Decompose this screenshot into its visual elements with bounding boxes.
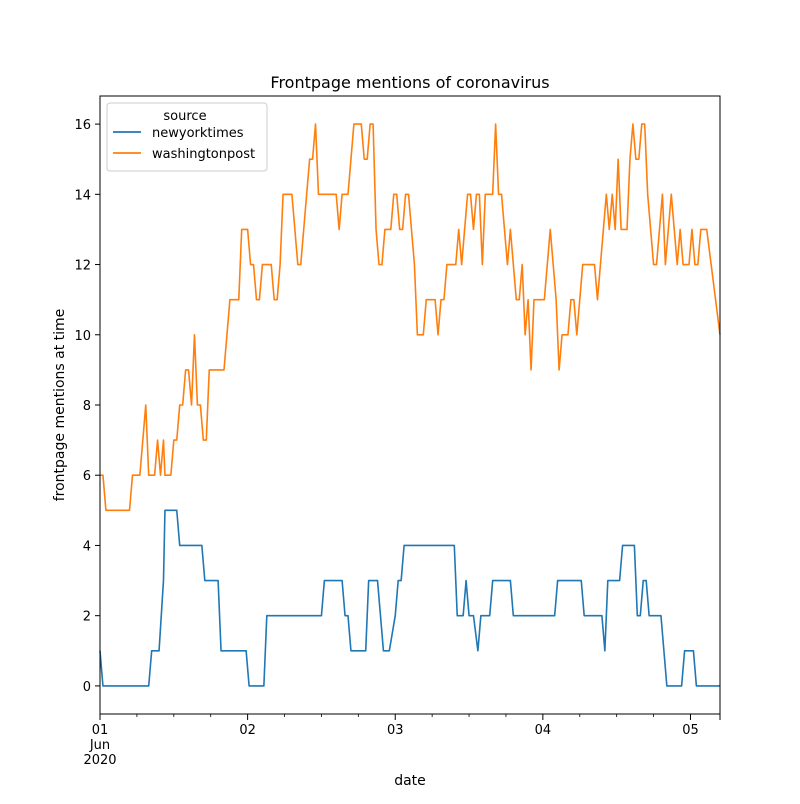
y-tick-label: 2 bbox=[83, 610, 91, 625]
y-tick-label: 6 bbox=[83, 469, 91, 484]
chart-title: Frontpage mentions of coronavirus bbox=[270, 73, 549, 92]
x-tick-label: 02 bbox=[239, 723, 256, 738]
legend-box bbox=[106, 102, 268, 172]
y-tick-label: 14 bbox=[74, 188, 91, 203]
x-tick-label: Jun bbox=[89, 738, 110, 753]
y-tick-label: 4 bbox=[83, 539, 91, 554]
legend: source newyorktimes washingtonpost bbox=[106, 102, 268, 172]
legend-label-washingtonpost: washingtonpost bbox=[152, 147, 255, 162]
x-tick-label: 01 bbox=[92, 723, 109, 738]
x-tick-label: 03 bbox=[387, 723, 404, 738]
y-axis-label: frontpage mentions at time bbox=[52, 309, 68, 502]
legend-label-newyorktimes: newyorktimes bbox=[152, 126, 244, 141]
legend-title: source bbox=[163, 109, 206, 124]
series-line-washingtonpost bbox=[100, 123, 721, 512]
x-tick-label: 2020 bbox=[83, 753, 116, 768]
y-tick-label: 0 bbox=[83, 680, 91, 695]
y-tick-label: 16 bbox=[74, 118, 91, 133]
y-tick-label: 8 bbox=[83, 399, 91, 414]
y-tick-label: 10 bbox=[74, 329, 91, 344]
series-line-newyorktimes bbox=[99, 509, 720, 687]
x-tick-label: 05 bbox=[682, 723, 699, 738]
y-tick-label: 12 bbox=[74, 259, 91, 274]
x-axis-label: date bbox=[394, 773, 426, 789]
x-tick-label: 04 bbox=[535, 723, 552, 738]
